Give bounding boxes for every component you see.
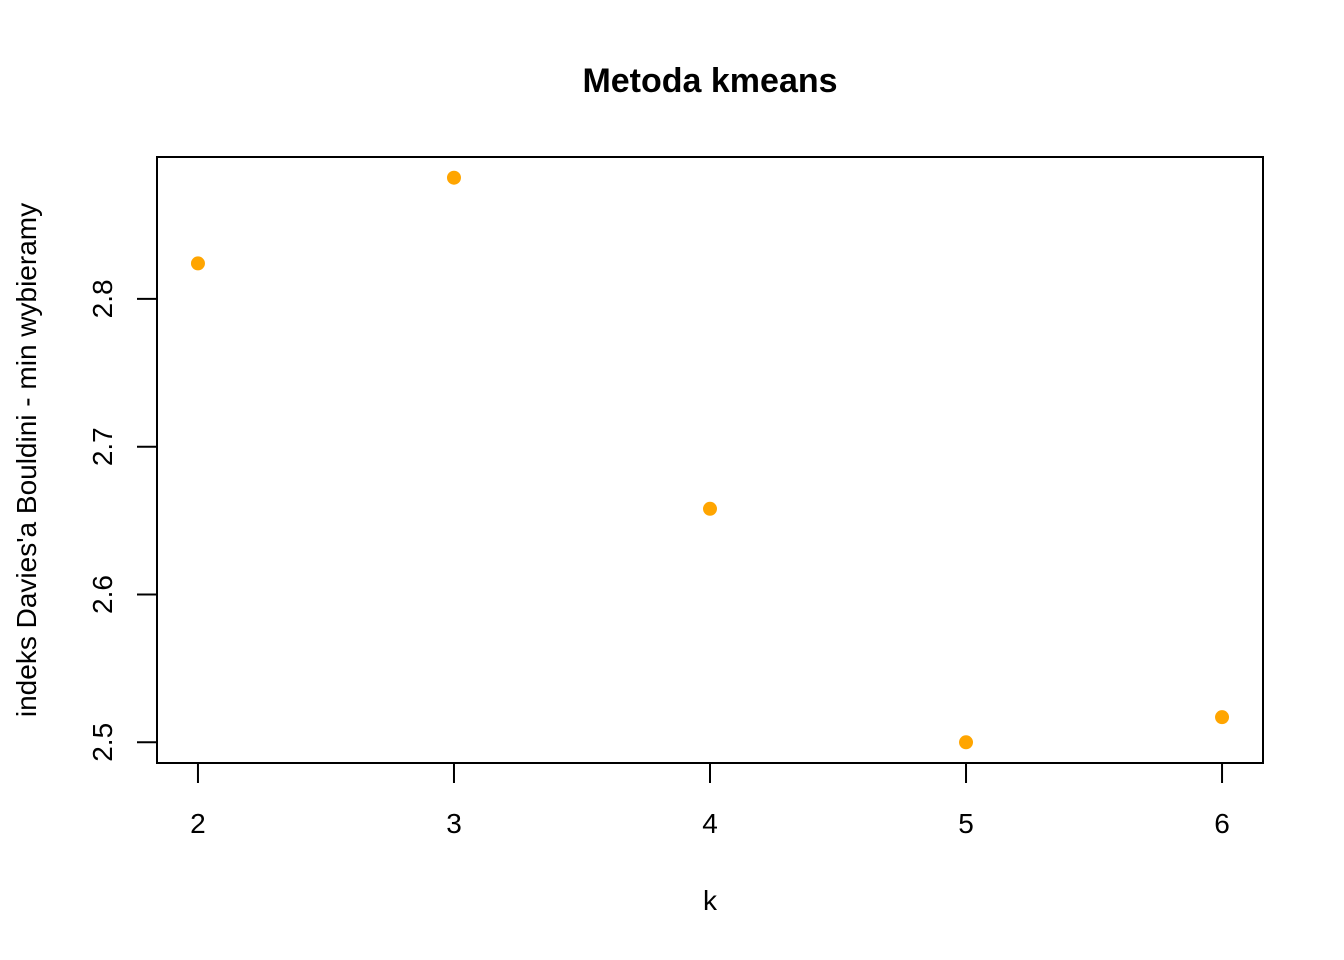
x-tick-label: 4 (702, 808, 718, 839)
data-point (446, 170, 461, 185)
y-axis-label: indeks Davies'a Bouldini - min wybieramy (11, 203, 42, 717)
data-point (703, 501, 717, 516)
data-points (190, 170, 1230, 750)
y-axis: 2.5 2.6 2.7 2.8 (87, 279, 158, 762)
data-point (190, 256, 205, 271)
y-tick-label: 2.8 (87, 279, 118, 318)
x-axis-label: k (703, 885, 718, 916)
x-tick-label: 3 (446, 808, 462, 839)
data-point (1215, 710, 1230, 725)
x-axis: 2 3 4 5 6 (190, 762, 1230, 839)
x-tick-label: 2 (190, 808, 206, 839)
y-tick-label: 2.7 (87, 427, 118, 466)
data-point (959, 735, 974, 750)
x-tick-label: 6 (1214, 808, 1230, 839)
chart-title: Metoda kmeans (582, 62, 837, 100)
y-tick-label: 2.5 (87, 723, 118, 762)
y-tick-label: 2.6 (87, 575, 118, 614)
x-tick-label: 5 (958, 808, 974, 839)
plot-frame (156, 156, 1264, 764)
